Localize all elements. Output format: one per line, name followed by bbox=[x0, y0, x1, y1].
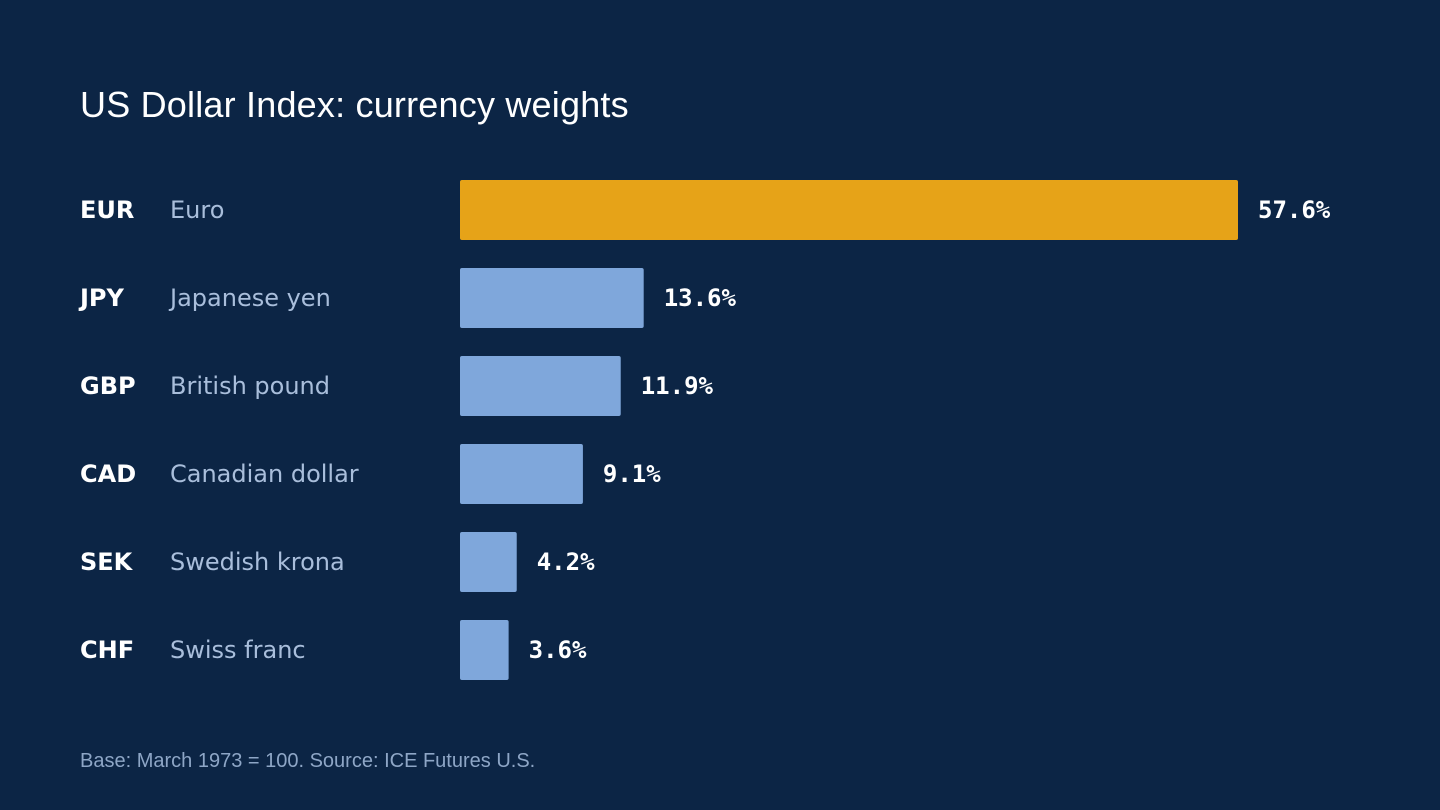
bar-eur bbox=[460, 180, 1238, 240]
currency-name-chf: Swiss franc bbox=[170, 636, 306, 664]
currency-name-eur: Euro bbox=[170, 196, 224, 224]
currency-name-jpy: Japanese yen bbox=[168, 284, 331, 312]
chart-title: US Dollar Index: currency weights bbox=[80, 84, 629, 125]
currency-code-sek: SEK bbox=[80, 548, 134, 576]
value-label-cad: 9.1% bbox=[603, 460, 661, 488]
source-footnote: Base: March 1973 = 100. Source: ICE Futu… bbox=[80, 750, 536, 772]
value-label-gbp: 11.9% bbox=[641, 372, 714, 400]
currency-code-eur: EUR bbox=[80, 196, 134, 224]
currency-name-cad: Canadian dollar bbox=[170, 460, 359, 488]
value-label-chf: 3.6% bbox=[529, 636, 587, 664]
currency-name-sek: Swedish krona bbox=[170, 548, 345, 576]
value-label-eur: 57.6% bbox=[1258, 196, 1331, 224]
currency-name-gbp: British pound bbox=[170, 372, 330, 400]
value-label-sek: 4.2% bbox=[537, 548, 595, 576]
bar-sek bbox=[460, 532, 517, 592]
currency-code-chf: CHF bbox=[80, 636, 134, 664]
currency-code-gbp: GBP bbox=[80, 372, 136, 400]
bar-chf bbox=[460, 620, 509, 680]
bar-jpy bbox=[460, 268, 644, 328]
bar-gbp bbox=[460, 356, 621, 416]
currency-code-cad: CAD bbox=[80, 460, 136, 488]
currency-code-jpy: JPY bbox=[78, 284, 125, 312]
value-label-jpy: 13.6% bbox=[664, 284, 737, 312]
bar-cad bbox=[460, 444, 583, 504]
